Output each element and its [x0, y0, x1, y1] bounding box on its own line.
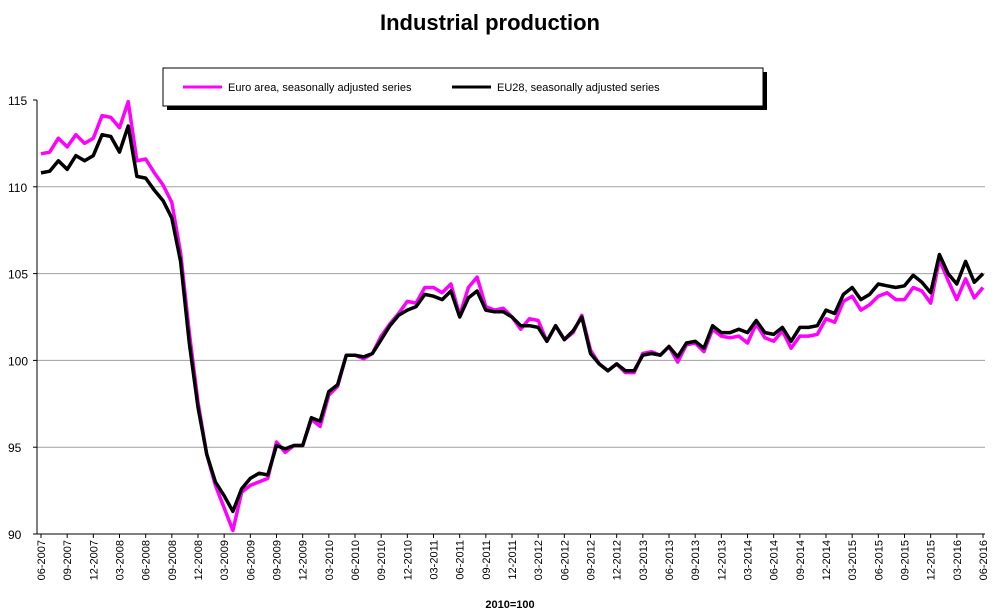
x-tick-label: 12-2012 [612, 540, 624, 580]
x-tick-label: 06-2009 [245, 540, 257, 580]
x-tick-label: 06-2008 [141, 540, 153, 580]
x-tick-label: 09-2011 [481, 540, 493, 580]
x-tick-label: 03-2013 [638, 540, 650, 580]
x-tick-label: 12-2007 [88, 540, 100, 580]
x-tick-label: 06-2015 [873, 540, 885, 580]
x-tick-label: 03-2011 [429, 540, 441, 580]
x-tick-label: 12-2015 [926, 540, 938, 580]
y-tick-label: 95 [8, 441, 22, 455]
x-tick-label: 06-2011 [455, 540, 467, 580]
legend-label-eu28: EU28, seasonally adjusted series [497, 82, 660, 94]
x-tick-label: 12-2014 [821, 540, 833, 580]
x-tick-label: 12-2009 [298, 540, 310, 580]
x-tick-label: 12-2008 [193, 540, 205, 580]
y-tick-label: 105 [8, 268, 28, 282]
x-axis-label: 2010=100 [485, 599, 534, 611]
chart-title: Industrial production [380, 10, 600, 35]
y-tick-label: 115 [8, 94, 27, 108]
gridlines [37, 186, 985, 448]
x-tick-label: 03-2009 [219, 540, 231, 580]
x-axis: 06-2007 09-2007 12-2007 03-2008 06-2008 09-20… [36, 533, 990, 580]
x-tick-label: 12-2010 [402, 540, 414, 580]
x-tick-label: 09-2015 [900, 540, 912, 580]
x-tick-label: 09-2007 [62, 540, 74, 580]
series-line-eu28 [40, 124, 985, 514]
x-tick-label: 09-2012 [586, 540, 598, 580]
x-tick-label: 03-2014 [743, 540, 755, 580]
x-tick-label: 09-2014 [795, 540, 807, 580]
x-tick-label: 09-2010 [376, 540, 388, 580]
y-tick-label: 90 [8, 528, 22, 542]
x-tick-label: 06-2012 [559, 540, 571, 580]
x-tick-label: 03-2012 [533, 540, 545, 580]
x-tick-label: 03-2008 [115, 540, 127, 580]
series-lines [40, 99, 985, 533]
legend: Euro area, seasonally adjusted series EU… [162, 67, 767, 110]
x-tick-label: 03-2016 [952, 540, 964, 580]
x-tick-label: 09-2008 [167, 540, 179, 580]
x-tick-label: 06-2013 [664, 540, 676, 580]
x-tick-label: 09-2013 [690, 540, 702, 580]
x-tick-label: 03-2010 [324, 540, 336, 580]
x-tick-label: 03-2015 [847, 540, 859, 580]
x-tick-label: 06-2010 [350, 540, 362, 580]
x-tick-label: 06-2014 [769, 540, 781, 580]
x-tick-label: 12-2011 [507, 540, 519, 580]
x-tick-label: 09-2009 [272, 540, 284, 580]
y-tick-label: 110 [8, 181, 27, 195]
x-tick-label: 12-2013 [716, 540, 728, 580]
x-tick-label: 06-2016 [978, 540, 990, 580]
y-tick-label: 100 [8, 354, 28, 368]
legend-label-euro-area: Euro area, seasonally adjusted series [228, 82, 412, 94]
x-tick-label: 06-2007 [36, 540, 48, 580]
y-axis: 90 95 100 105 110 115 [8, 94, 38, 542]
